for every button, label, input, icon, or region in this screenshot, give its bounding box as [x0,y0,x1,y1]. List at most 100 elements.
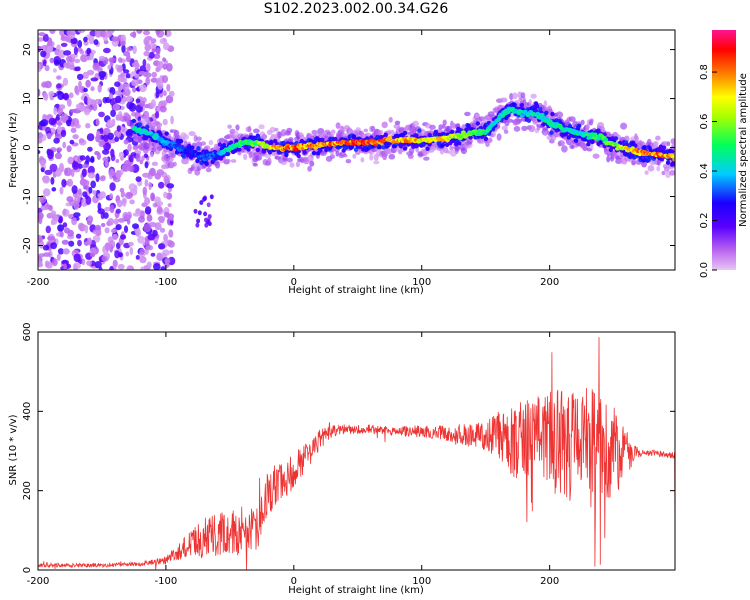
heat-cell [513,125,521,132]
heat-cell [196,146,201,151]
x-tick-label: 200 [540,277,559,288]
heat-cell [164,131,169,136]
colorbar: 0.0 0.2 0.4 0.6 0.8 Normalized spectral ampl… [699,30,749,278]
heat-cell [62,141,67,149]
heat-cell [86,47,92,55]
heat-cell [549,130,554,135]
heat-cell [131,111,137,117]
heat-cell [195,222,200,228]
heat-cell [425,146,430,151]
heat-cell [468,135,473,140]
heat-cell [538,106,543,112]
heat-cell [252,163,258,167]
heat-cell [87,215,93,222]
heat-cell [377,144,382,150]
heat-cell [496,133,502,141]
heat-cell [107,64,112,70]
heat-cell [181,154,187,159]
heat-cell [42,244,50,251]
heat-cell [63,50,72,56]
heat-cell [87,97,92,106]
heat-cell [83,179,90,187]
heat-cell [156,145,164,151]
heat-cell [57,91,65,101]
heat-cell [166,183,175,189]
heat-cell [70,127,77,133]
heat-cell [62,248,70,255]
heat-cell [182,134,189,141]
heat-cell [43,252,51,257]
heat-cell [163,175,169,183]
heat-cell [145,76,150,86]
heat-cell [519,103,524,108]
heat-cell [620,122,628,130]
heat-cell [148,121,153,128]
y-tick-label: 10 [22,92,33,105]
heat-cell [118,151,125,158]
heat-cell [281,140,286,146]
colorbar-tick-label: 0.0 [699,262,710,278]
heat-cell [151,147,156,153]
heat-cell [646,157,651,163]
heat-cell [269,126,276,133]
heat-cell [131,79,139,87]
heat-cell [274,127,279,132]
heat-cell [155,111,160,119]
heat-cell [87,165,95,175]
heat-cell [50,177,55,185]
heat-cell [117,57,123,63]
heat-cell [543,100,548,108]
x-tick-label: 100 [412,277,431,288]
heat-cell [217,142,223,147]
heat-cell [38,32,46,37]
heat-cell [45,225,51,234]
heat-cell [333,136,338,142]
heat-cell [66,61,70,69]
heat-cell [412,120,419,127]
heat-cell [196,218,201,224]
heat-cell [90,86,95,92]
heat-cell [96,229,102,237]
heat-cell [86,133,95,142]
heat-cell [104,242,112,251]
heat-cell [672,161,675,167]
heat-cell [143,51,150,57]
heat-cell [46,132,52,140]
heat-cell [543,131,548,136]
heat-cell [77,30,86,34]
heat-cell [92,62,100,71]
heat-cell [339,127,347,132]
heat-cell [335,122,341,129]
heat-cell [119,114,123,121]
heat-cell [73,46,78,55]
heat-cell [590,139,595,145]
heat-cell [88,186,93,194]
heat-cell [50,242,57,250]
heat-cell [360,157,365,163]
heat-cell [520,92,526,99]
heat-cell [77,239,82,247]
heat-cell [135,176,142,183]
heat-cell [81,258,86,266]
heat-cell [506,118,513,123]
heat-cell [73,253,81,263]
heat-cell [64,167,73,177]
heat-cell [634,135,639,143]
heat-cell [144,43,151,52]
heat-cell [512,92,518,100]
heat-cell [70,37,78,45]
heat-cell [122,197,127,204]
heat-cell [665,160,671,165]
heat-cell [156,200,164,207]
heat-cell [383,132,388,137]
heat-cell [117,76,126,83]
heat-cell [253,128,260,134]
heat-cell [330,129,336,134]
heat-cell [402,146,408,151]
heat-cell [109,204,115,214]
heat-cell [148,181,152,191]
heat-cell [561,145,568,153]
heat-cell [193,134,198,143]
heat-cell [320,137,325,142]
heat-cell [94,261,102,269]
